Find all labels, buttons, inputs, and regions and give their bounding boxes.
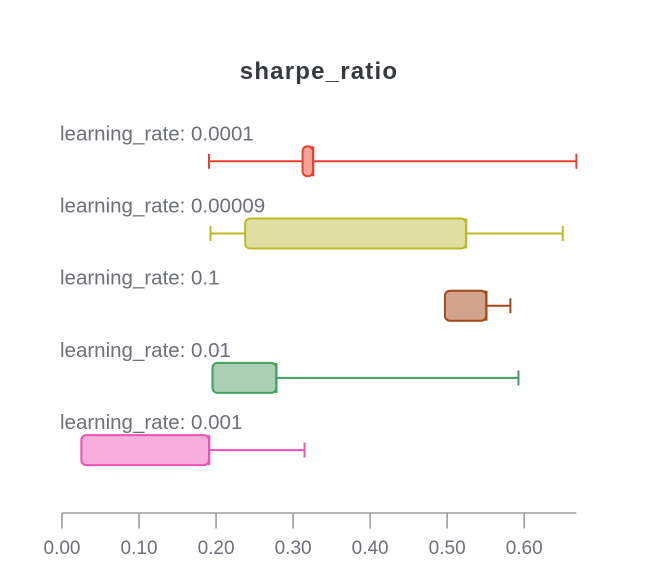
box (211, 361, 278, 394)
box-row: learning_rate: 0.00009 (60, 195, 564, 250)
box-row: learning_rate: 0.01 (60, 339, 520, 394)
x-axis-tick-label: 0.40 (352, 538, 389, 559)
box-row: learning_rate: 0.1 (60, 267, 512, 322)
category-label: learning_rate: 0.01 (60, 339, 231, 362)
chart-title: sharpe_ratio (240, 58, 398, 85)
box (80, 434, 210, 467)
box-row: learning_rate: 0.0001 (60, 122, 578, 178)
category-label: learning_rate: 0.00009 (60, 195, 265, 218)
x-axis-tick-label: 0.50 (429, 538, 466, 559)
category-label: learning_rate: 0.0001 (60, 122, 254, 145)
x-axis-tick-label: 0.10 (121, 538, 158, 559)
x-axis-tick-label: 0.00 (44, 538, 81, 559)
box (443, 289, 488, 322)
category-label: learning_rate: 0.001 (60, 411, 242, 434)
category-label: learning_rate: 0.1 (60, 267, 220, 290)
box (301, 145, 314, 178)
x-axis-tick-label: 0.20 (198, 538, 235, 559)
box (244, 217, 467, 250)
x-axis: 0.00 0.10 0.20 0.30 0.40 0.50 0.60 (44, 512, 577, 559)
x-axis-tick-label: 0.60 (506, 538, 543, 559)
box-rows-layer: learning_rate: 0.0001 learning_rate: 0.00… (60, 122, 578, 467)
x-axis-tick-label: 0.30 (275, 538, 312, 559)
box-row: learning_rate: 0.001 (60, 411, 306, 467)
